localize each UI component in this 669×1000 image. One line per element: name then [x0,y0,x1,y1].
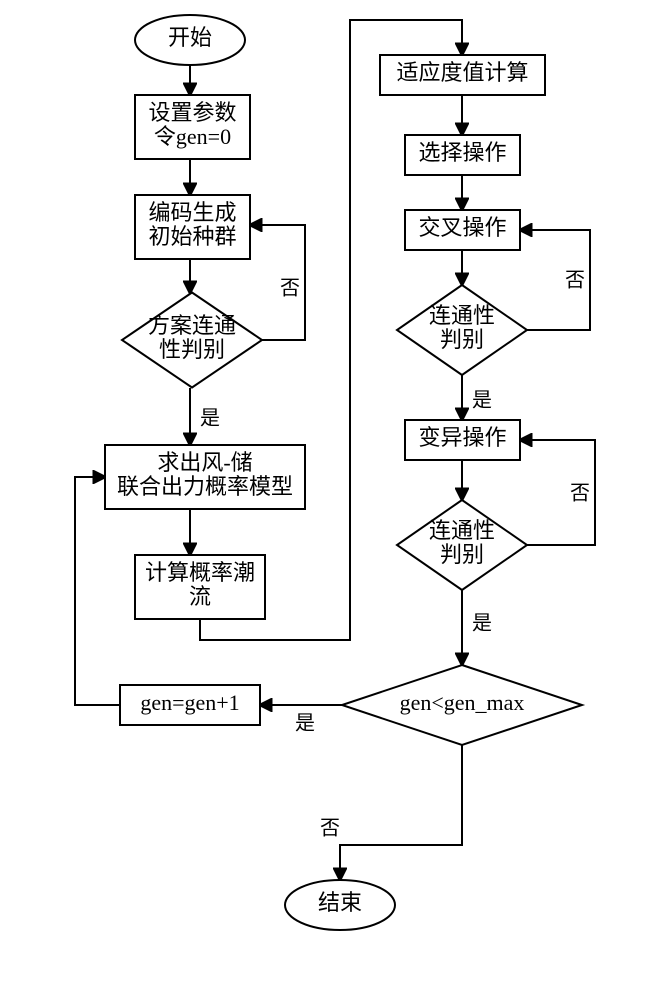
node-start: 开始 [135,15,245,65]
svg-text:令gen=0: 令gen=0 [154,124,231,149]
node-gen_inc: gen=gen+1 [120,685,260,725]
node-mutate: 变异操作 [405,420,520,460]
svg-text:gen<gen_max: gen<gen_max [400,690,525,715]
flow-edge [75,477,120,705]
svg-text:流: 流 [189,584,211,609]
edge-label: 是 [200,408,220,430]
node-conn2: 连通性判别 [397,285,527,375]
svg-text:变异操作: 变异操作 [418,425,506,450]
node-init_pop: 编码生成初始种群 [135,195,250,259]
svg-text:编码生成: 编码生成 [148,200,236,225]
node-select: 选择操作 [405,135,520,175]
svg-text:选择操作: 选择操作 [418,140,506,165]
node-gen_cmp: gen<gen_max [342,665,582,745]
node-end: 结束 [285,880,395,930]
svg-text:设置参数: 设置参数 [148,100,236,125]
node-set_param: 设置参数令gen=0 [135,95,250,159]
svg-text:求出风-储: 求出风-储 [157,450,252,475]
svg-text:连通性: 连通性 [429,518,495,543]
svg-text:连通性: 连通性 [429,303,495,328]
edge-label: 否 [570,483,590,505]
node-conn3: 连通性判别 [397,500,527,590]
svg-text:方案连通: 方案连通 [148,313,236,338]
svg-text:结束: 结束 [318,890,362,915]
edge-label: 是 [295,713,315,735]
node-fitness: 适应度值计算 [380,55,545,95]
node-conn1: 方案连通性判别 [122,293,262,388]
flow-edge [340,745,462,880]
svg-text:判别: 判别 [440,327,484,352]
svg-text:适应度值计算: 适应度值计算 [396,60,528,85]
svg-text:判别: 判别 [440,542,484,567]
svg-text:性判别: 性判别 [159,337,225,362]
edge-label: 否 [280,278,300,300]
svg-text:计算概率潮: 计算概率潮 [145,560,255,585]
svg-text:联合出力概率模型: 联合出力概率模型 [117,474,293,499]
edge-label: 否 [320,818,340,840]
edge-label: 是 [472,613,492,635]
edge-label: 否 [565,270,585,292]
svg-text:初始种群: 初始种群 [148,224,236,249]
node-prob_flow: 计算概率潮流 [135,555,265,619]
svg-text:交叉操作: 交叉操作 [418,215,506,240]
svg-text:开始: 开始 [168,25,212,50]
svg-text:gen=gen+1: gen=gen+1 [140,690,239,715]
edge-label: 是 [472,390,492,412]
node-wind_model: 求出风-储联合出力概率模型 [105,445,305,509]
node-cross: 交叉操作 [405,210,520,250]
